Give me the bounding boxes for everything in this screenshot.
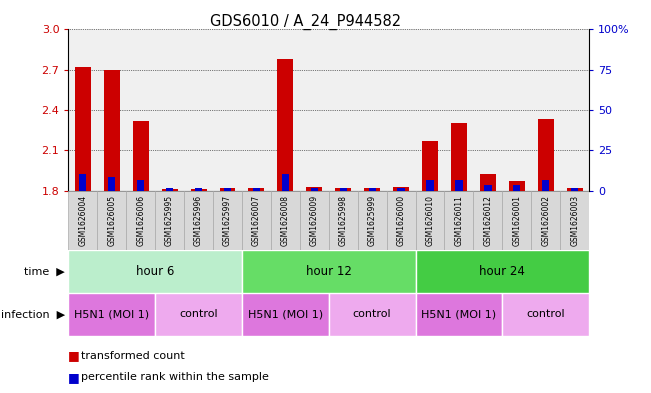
Bar bbox=[415, 250, 589, 293]
Text: hour 12: hour 12 bbox=[306, 264, 352, 278]
Bar bbox=[68, 293, 155, 336]
Text: GSM1626012: GSM1626012 bbox=[484, 195, 492, 246]
Text: GSM1626000: GSM1626000 bbox=[396, 195, 406, 246]
Text: GSM1625995: GSM1625995 bbox=[165, 195, 174, 246]
Bar bbox=[224, 188, 231, 191]
Text: GSM1626001: GSM1626001 bbox=[512, 195, 521, 246]
Bar bbox=[137, 180, 145, 191]
Bar bbox=[97, 191, 126, 250]
Bar bbox=[503, 293, 589, 336]
Text: time  ▶: time ▶ bbox=[24, 266, 65, 276]
Bar bbox=[415, 293, 503, 336]
Bar bbox=[368, 188, 376, 191]
Bar bbox=[561, 191, 589, 250]
Bar bbox=[542, 180, 549, 191]
Bar bbox=[340, 188, 347, 191]
Text: GSM1626007: GSM1626007 bbox=[252, 195, 261, 246]
Bar bbox=[126, 191, 155, 250]
Bar bbox=[415, 191, 445, 250]
Text: transformed count: transformed count bbox=[81, 351, 185, 361]
Bar bbox=[513, 185, 520, 191]
Text: GSM1626009: GSM1626009 bbox=[310, 195, 319, 246]
Text: control: control bbox=[527, 309, 565, 320]
Bar bbox=[473, 191, 503, 250]
Bar bbox=[104, 70, 120, 191]
Bar bbox=[242, 293, 329, 336]
Bar bbox=[455, 180, 463, 191]
Bar bbox=[387, 191, 415, 250]
Bar bbox=[426, 180, 434, 191]
Bar bbox=[357, 191, 387, 250]
Bar bbox=[282, 174, 289, 191]
Bar bbox=[249, 188, 264, 191]
Text: H5N1 (MOI 1): H5N1 (MOI 1) bbox=[248, 309, 323, 320]
Bar bbox=[422, 141, 438, 191]
Bar bbox=[195, 188, 202, 191]
Bar bbox=[253, 188, 260, 191]
Text: GSM1625997: GSM1625997 bbox=[223, 195, 232, 246]
Bar bbox=[108, 177, 115, 191]
Text: ■: ■ bbox=[68, 371, 80, 384]
Text: GSM1626006: GSM1626006 bbox=[136, 195, 145, 246]
Text: hour 6: hour 6 bbox=[136, 264, 174, 278]
Bar bbox=[242, 250, 415, 293]
Bar bbox=[329, 191, 357, 250]
Bar bbox=[68, 191, 97, 250]
Bar bbox=[445, 191, 473, 250]
Bar bbox=[166, 188, 173, 191]
Text: GSM1625998: GSM1625998 bbox=[339, 195, 348, 246]
Bar bbox=[213, 191, 242, 250]
Text: GSM1626004: GSM1626004 bbox=[78, 195, 87, 246]
Bar bbox=[133, 121, 148, 191]
Bar bbox=[75, 67, 90, 191]
Bar bbox=[503, 191, 531, 250]
Bar bbox=[184, 191, 213, 250]
Bar bbox=[567, 188, 583, 191]
Bar bbox=[191, 189, 206, 191]
Bar bbox=[155, 293, 242, 336]
Text: GSM1626010: GSM1626010 bbox=[426, 195, 434, 246]
Bar bbox=[538, 119, 554, 191]
Bar bbox=[242, 191, 271, 250]
Text: GSM1626011: GSM1626011 bbox=[454, 195, 464, 246]
Bar bbox=[155, 191, 184, 250]
Bar bbox=[161, 189, 178, 191]
Bar bbox=[364, 188, 380, 191]
Text: GSM1625999: GSM1625999 bbox=[368, 195, 377, 246]
Text: GSM1625996: GSM1625996 bbox=[194, 195, 203, 246]
Text: percentile rank within the sample: percentile rank within the sample bbox=[81, 372, 270, 382]
Bar bbox=[509, 181, 525, 191]
Text: control: control bbox=[353, 309, 391, 320]
Bar bbox=[79, 174, 87, 191]
Text: ■: ■ bbox=[68, 349, 80, 362]
Text: infection  ▶: infection ▶ bbox=[1, 309, 65, 320]
Text: GSM1626005: GSM1626005 bbox=[107, 195, 117, 246]
Bar bbox=[393, 187, 409, 191]
Text: H5N1 (MOI 1): H5N1 (MOI 1) bbox=[421, 309, 497, 320]
Bar bbox=[219, 188, 236, 191]
Bar bbox=[68, 250, 242, 293]
Text: GSM1626002: GSM1626002 bbox=[541, 195, 550, 246]
Text: GDS6010 / A_24_P944582: GDS6010 / A_24_P944582 bbox=[210, 14, 402, 30]
Text: hour 24: hour 24 bbox=[479, 264, 525, 278]
Bar bbox=[311, 188, 318, 191]
Bar bbox=[329, 293, 415, 336]
Bar bbox=[571, 188, 578, 191]
Text: H5N1 (MOI 1): H5N1 (MOI 1) bbox=[74, 309, 149, 320]
Bar bbox=[451, 123, 467, 191]
Bar bbox=[398, 188, 405, 191]
Bar bbox=[335, 188, 351, 191]
Bar bbox=[531, 191, 561, 250]
Bar bbox=[307, 187, 322, 191]
Bar bbox=[271, 191, 300, 250]
Bar bbox=[484, 185, 492, 191]
Bar bbox=[277, 59, 294, 191]
Bar bbox=[480, 174, 496, 191]
Bar bbox=[300, 191, 329, 250]
Text: GSM1626003: GSM1626003 bbox=[570, 195, 579, 246]
Text: GSM1626008: GSM1626008 bbox=[281, 195, 290, 246]
Text: control: control bbox=[179, 309, 218, 320]
